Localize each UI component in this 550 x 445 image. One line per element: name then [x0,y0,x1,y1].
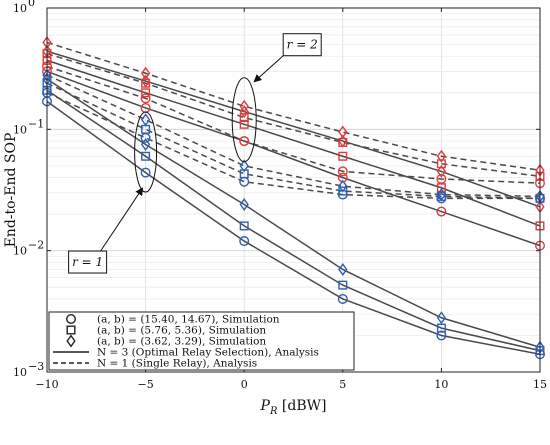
data-point-circle [239,136,250,147]
x-axis-label-unit: [dBW] [277,398,326,414]
y-tick-exponent: −2 [28,239,44,252]
data-point-square [239,113,249,123]
data-point-diamond [140,113,151,127]
annotation-label: r = 1 [72,255,103,269]
legend-marker-diamond [66,334,76,348]
annotation-layer: r = 2 r = 1 [68,33,322,274]
y-tick-exponent: −3 [28,360,44,373]
series-line-solid [46,89,541,352]
data-point-circle [140,93,151,104]
series-line-solid [46,59,541,227]
series-line-solid [46,78,541,348]
series-line-dashed [46,65,541,184]
y-tick-label: 10 [13,2,27,15]
legend-marker-circle [65,314,76,325]
x-tick-label: −10 [35,378,58,391]
x-tick-labels: −10 −5 0 5 10 15 [35,378,547,391]
annotation-ellipse [231,77,257,163]
legend-marker-square [66,325,76,335]
data-point-circle [140,167,151,178]
series-layer [42,35,546,360]
data-point-diamond [338,179,348,193]
y-tick-label: 10 [13,123,27,136]
x-axis-label-sub: R [269,406,278,417]
data-point-diamond [338,262,348,276]
data-point-square [141,151,151,161]
y-axis-label: End-to-End SOP [3,133,19,248]
data-point-diamond [140,66,151,80]
data-point-circle [337,293,348,304]
data-point-diamond [239,105,249,119]
y-tick-label: 10 [13,245,27,258]
legend-entry-text: (a, b) = (5.76, 5.36), Simulation [97,325,266,337]
x-tick-label: −5 [137,378,153,391]
legend-entry-text: (a, b) = (15.40, 14.67), Simulation [97,314,280,326]
series-line-solid [46,50,541,208]
data-point-diamond [436,149,447,163]
data-point-diamond [239,159,249,173]
annotation-arrow [253,55,284,83]
data-point-circle [337,166,348,177]
legend-entry-text: N = 3 (Optimal Relay Selection), Analysi… [97,347,319,359]
data-point-diamond [436,311,447,325]
data-point-diamond [239,198,249,212]
x-tick-label: 10 [434,378,448,391]
data-point-square [338,186,348,196]
data-point-diamond [338,125,348,139]
data-point-diamond [436,164,447,178]
x-tick-label: 0 [241,378,248,391]
data-point-circle [436,173,447,184]
data-point-circle [239,236,250,247]
y-tick-exponent: −1 [28,117,44,130]
legend: (a, b) = (15.40, 14.67), Simulation(a, b… [48,311,355,371]
annotation-ellipse [134,111,158,193]
legend-box [48,311,355,371]
data-point-square [436,323,446,333]
x-tick-label: 15 [533,378,547,391]
data-point-square [239,119,249,129]
annotation-box [68,250,108,274]
data-point-diamond [239,99,249,113]
data-point-diamond [436,188,447,202]
series-line-dashed [46,52,541,178]
series-line-solid [46,70,541,247]
data-point-square [239,221,249,231]
legend-entry-text: N = 1 (Single Relay), Analysis [97,358,257,370]
legend-entry-text: (a, b) = (3.62, 3.29), Simulation [97,336,266,348]
series-line-dashed [46,41,541,171]
series-line-dashed [46,92,540,200]
plot-frame [46,7,541,373]
data-point-circle [436,206,447,217]
data-point-square [338,151,348,161]
data-point-diamond [140,74,151,88]
data-point-square [436,183,446,193]
annotation-label: r = 2 [287,38,318,52]
x-axis-label: PR [dBW] [260,398,327,417]
series-line-solid [46,100,541,356]
annotation-box [282,33,322,57]
y-tick-label: 10 [13,366,27,379]
y-tick-exponent: 0 [28,0,35,9]
data-point-diamond [338,134,348,148]
data-point-circle [436,330,447,341]
data-point-square [436,159,446,169]
annotation-arrow [100,187,144,252]
x-tick-label: 5 [339,378,346,391]
x-axis-label-main: P [260,398,271,414]
data-point-diamond [140,137,151,151]
data-point-square [338,280,348,290]
series-line-dashed [46,82,541,200]
series-line-dashed [46,74,541,198]
data-point-square [141,88,151,98]
